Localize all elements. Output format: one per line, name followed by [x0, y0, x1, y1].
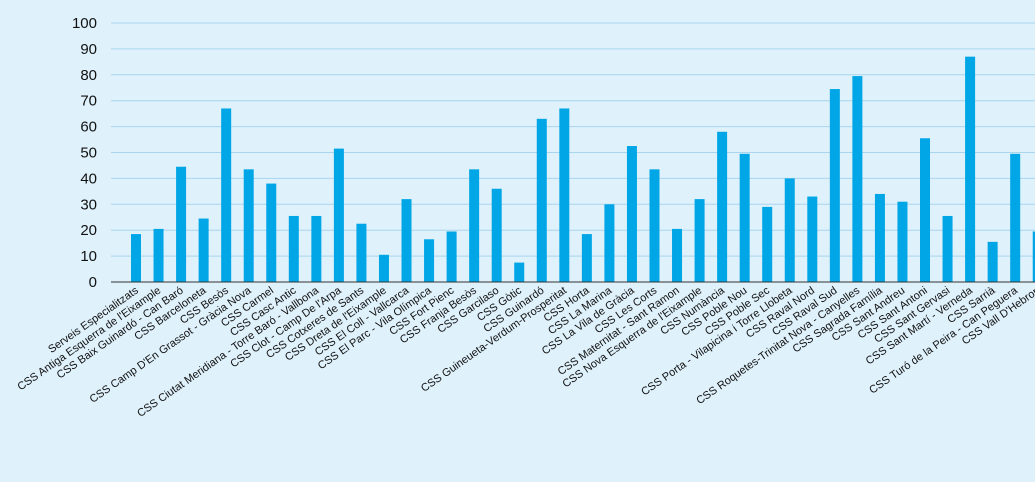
- y-tick-label: 90: [80, 41, 97, 58]
- bars: [131, 56, 1035, 282]
- bar: [874, 193, 885, 282]
- y-tick-label: 20: [80, 222, 97, 239]
- bar: [559, 108, 570, 282]
- bar: [491, 188, 502, 282]
- bar: [446, 231, 457, 282]
- y-tick-label: 30: [80, 196, 97, 213]
- bar: [762, 206, 773, 282]
- bar: [694, 199, 705, 282]
- bar: [581, 234, 592, 282]
- y-tick-label: 70: [80, 93, 97, 110]
- bar: [221, 108, 232, 282]
- y-tick-label: 80: [80, 67, 97, 84]
- gridlines: [111, 22, 1035, 257]
- bar: [626, 146, 637, 282]
- bar: [739, 153, 750, 282]
- bar: [987, 241, 998, 282]
- bar: [672, 228, 683, 282]
- bar: [266, 183, 277, 282]
- y-tick-label: 0: [89, 274, 97, 291]
- bar: [153, 228, 164, 282]
- bar: [1010, 153, 1021, 282]
- bar: [604, 204, 615, 282]
- bar: [288, 215, 299, 282]
- y-tick-label: 60: [80, 119, 97, 136]
- bar: [942, 215, 953, 282]
- bar: [198, 218, 209, 282]
- bar: [920, 138, 931, 282]
- bar: [784, 178, 795, 282]
- bar: [333, 148, 344, 282]
- bar: [401, 199, 412, 282]
- bar: [807, 196, 818, 282]
- bar: [852, 76, 863, 282]
- bar: [1032, 231, 1035, 282]
- y-tick-label: 40: [80, 170, 97, 187]
- bar: [378, 254, 389, 282]
- bar: [311, 215, 322, 282]
- bar: [965, 56, 976, 282]
- bar: [897, 201, 908, 282]
- bar: [176, 166, 187, 282]
- bar: [536, 118, 547, 282]
- bar: [649, 169, 660, 282]
- bar: [131, 234, 141, 282]
- y-tick-label: 100: [72, 15, 97, 32]
- bar: [829, 89, 840, 282]
- bar: [243, 169, 254, 282]
- y-axis-ticks: 0 10 20 30 40 50 60 70 80 90 100: [72, 15, 97, 291]
- y-tick-label: 50: [80, 145, 97, 162]
- bar: [356, 223, 367, 282]
- bar: [469, 169, 480, 282]
- bar: [717, 131, 728, 282]
- y-tick-label: 10: [80, 248, 97, 265]
- bar: [424, 239, 435, 282]
- bar: [514, 262, 525, 282]
